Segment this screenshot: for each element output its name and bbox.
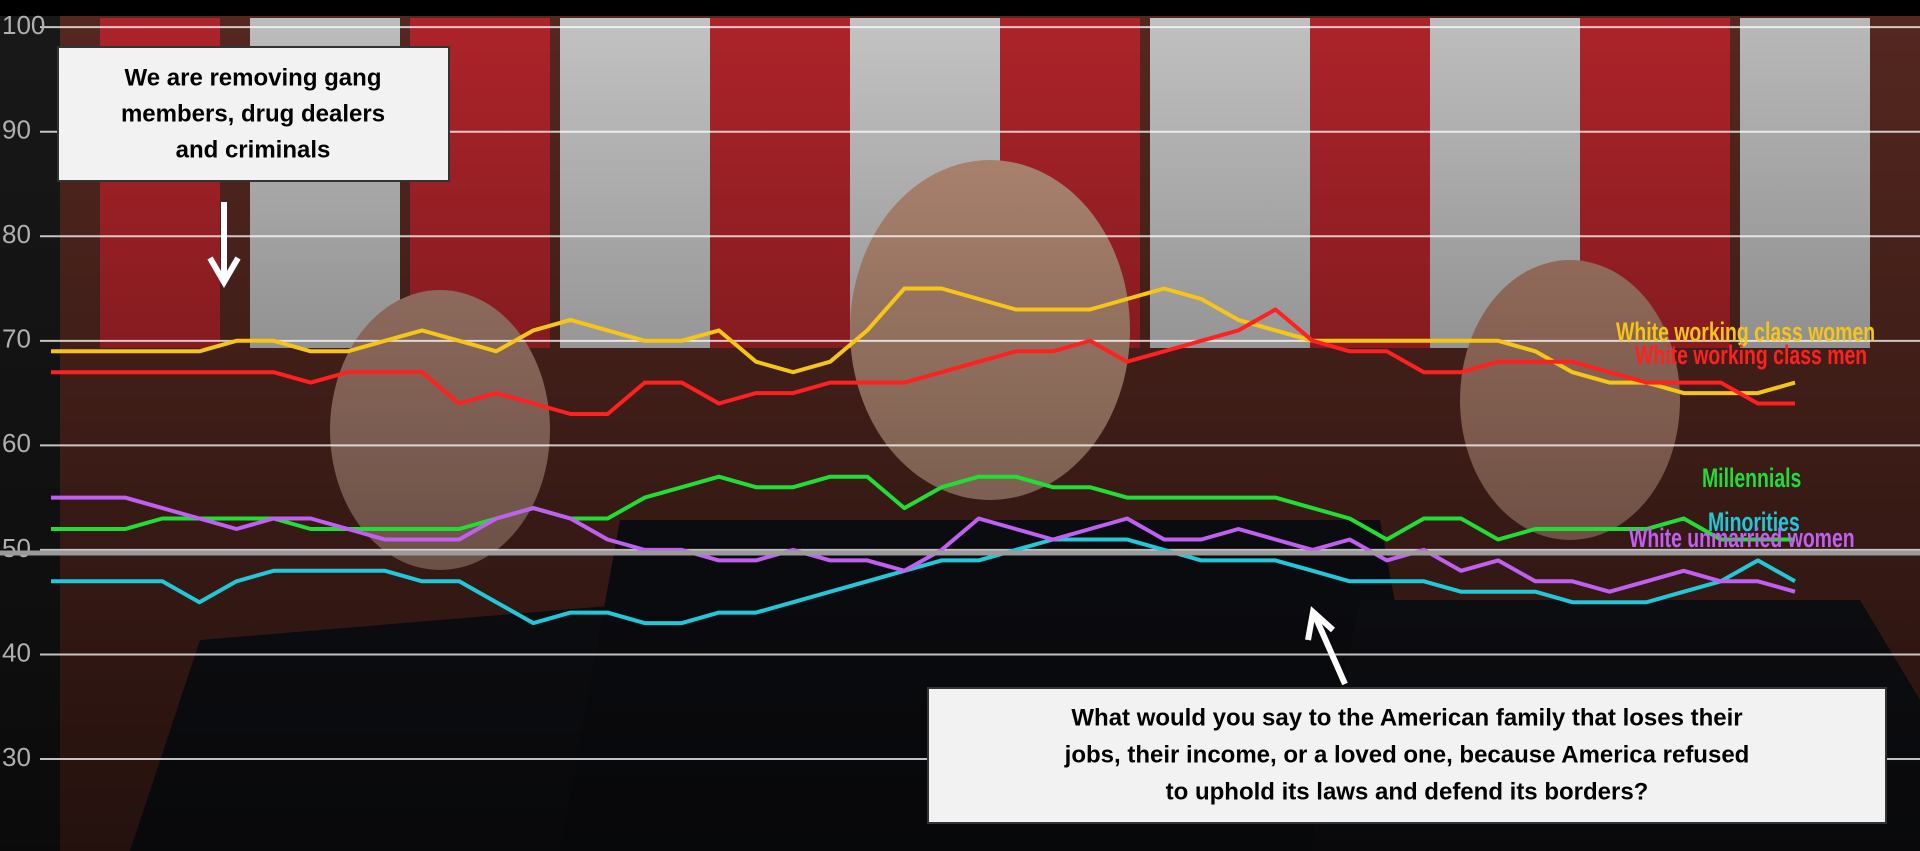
legend-label: White unmarried women <box>1629 523 1855 553</box>
legend-label: Millennials <box>1702 463 1801 493</box>
annotation-arrow <box>207 202 241 288</box>
series-line <box>51 286 1796 396</box>
annotation-arrow <box>1305 606 1348 686</box>
annotation-box <box>927 687 1887 824</box>
legend-label: Minorities <box>1708 507 1800 537</box>
annotation-1: We are removing gang members, drug deale… <box>57 46 450 288</box>
annotation-text: We are removing gang <box>125 64 382 91</box>
y-tick-label: 100 <box>2 10 45 40</box>
series-line <box>51 307 1795 416</box>
plot: 30 40 50 60 70 80 90 100 White working class wom… <box>2 10 1920 772</box>
y-tick-label: 60 <box>2 428 31 458</box>
series-line <box>51 537 1796 626</box>
legend-label: White working class men <box>1635 340 1867 370</box>
annotation-text: and criminals <box>176 136 331 163</box>
annotation-text: members, drug dealers <box>121 100 385 127</box>
series-line <box>51 495 1796 594</box>
y-tick-label: 70 <box>2 324 31 354</box>
annotation-box <box>57 46 450 182</box>
annotation-2: What would you say to the American famil… <box>927 606 1887 824</box>
annotation-text: What would you say to the American famil… <box>1071 704 1742 731</box>
annotation-text: jobs, their income, or a loved one, beca… <box>1064 741 1750 768</box>
y-tick-label: 90 <box>2 115 31 145</box>
y-tick-label: 50 <box>2 533 31 563</box>
y-tick-label: 30 <box>2 742 31 772</box>
y-tick-label: 80 <box>2 219 31 249</box>
legend-label: White working class women <box>1616 317 1875 347</box>
y-tick-label: 40 <box>2 637 31 667</box>
annotation-text: to uphold its laws and defend its border… <box>1166 778 1649 805</box>
